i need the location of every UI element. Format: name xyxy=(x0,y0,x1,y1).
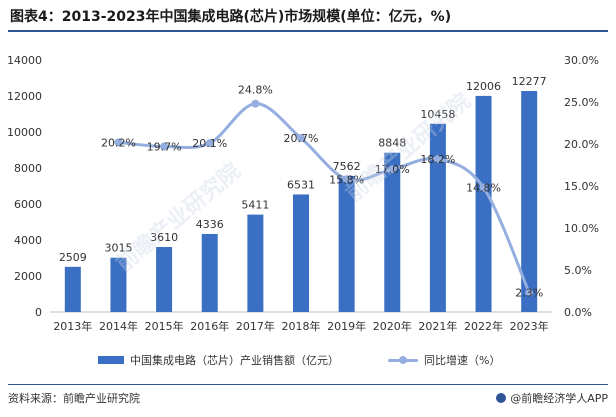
brand-credit: @前瞻经济学人APP xyxy=(496,390,608,406)
y-left-tick-label: 0 xyxy=(35,306,42,319)
growth-point xyxy=(251,99,260,108)
x-tick-label: 2015年 xyxy=(145,319,184,333)
bar xyxy=(338,175,355,312)
x-tick-label: 2020年 xyxy=(373,319,412,333)
y-right-tick-label: 10.0% xyxy=(564,222,599,235)
y-left-tick-label: 2000 xyxy=(14,270,42,283)
y-right-tick-label: 15.0% xyxy=(564,180,599,193)
bar-value-label: 7562 xyxy=(333,160,361,173)
growth-point xyxy=(160,142,169,151)
y-right-tick-label: 5.0% xyxy=(564,264,592,277)
growth-value-label: 20.7% xyxy=(284,132,319,145)
y-right-tick-label: 0.0% xyxy=(564,306,592,319)
x-tick-label: 2019年 xyxy=(327,319,366,333)
growth-point xyxy=(479,183,488,192)
brand-logo-icon xyxy=(496,393,507,403)
legend-label-sales: 中国集成电路（芯片）产业销售额（亿元） xyxy=(130,354,339,367)
bar-value-label: 12006 xyxy=(466,80,501,93)
bar xyxy=(521,91,538,312)
growth-value-label: 20.1% xyxy=(192,137,227,150)
growth-value-label: 24.8% xyxy=(238,84,273,97)
x-tick-label: 2018年 xyxy=(282,319,321,333)
bar-value-label: 4336 xyxy=(196,218,224,231)
bar-value-label: 8848 xyxy=(378,137,406,150)
title-rule xyxy=(8,30,608,32)
growth-value-label: 20.2% xyxy=(101,136,136,149)
source-note: 资料来源：前瞻产业研究院 xyxy=(8,392,140,405)
x-tick-label: 2014年 xyxy=(99,319,138,333)
bar xyxy=(156,247,173,312)
footer-rule xyxy=(8,384,608,385)
x-tick-label: 2021年 xyxy=(418,319,457,333)
y-left-tick-label: 8000 xyxy=(14,162,42,175)
y-left-tick-label: 4000 xyxy=(14,234,42,247)
y-left-tick-label: 14000 xyxy=(7,54,42,67)
x-tick-label: 2023年 xyxy=(510,319,549,333)
growth-point xyxy=(205,139,214,148)
bar-value-label: 5411 xyxy=(241,199,269,212)
bar xyxy=(384,152,401,312)
y-right-tick-label: 25.0% xyxy=(564,96,599,109)
growth-line xyxy=(116,102,531,295)
bar xyxy=(293,194,309,312)
y-right-tick-label: 20.0% xyxy=(564,138,599,151)
y-left-tick-label: 12000 xyxy=(7,90,42,103)
growth-point xyxy=(433,155,442,164)
growth-point xyxy=(114,138,123,147)
bars-layer xyxy=(64,91,538,312)
bar-value-label: 12277 xyxy=(512,75,547,88)
legend-line-swatch xyxy=(388,355,418,365)
brand-label: @前瞻经济学人APP xyxy=(510,392,608,405)
labels-layer: 2509 3015 3610 4336 5411 6531 7562 8848 10458 120… xyxy=(59,75,547,300)
bar-value-label: 10458 xyxy=(420,108,455,121)
growth-value-label: 18.2% xyxy=(420,153,455,166)
bar-value-label: 3610 xyxy=(150,231,178,244)
growth-point xyxy=(297,134,305,143)
chart: 0 2000 4000 6000 8000 10000 12000 14000 0.0% 5.0%… xyxy=(7,54,599,333)
legend-bar-swatch xyxy=(98,356,124,364)
growth-value-label: 19.7% xyxy=(147,141,182,154)
growth-value-label: 15.8% xyxy=(329,173,364,186)
chart-title: 图表4：2013-2023年中国集成电路(芯片)市场规模(单位：亿元，%) xyxy=(10,9,452,25)
growth-value-label: 2.3% xyxy=(515,287,543,300)
bar-value-label: 2509 xyxy=(59,251,87,264)
growth-point xyxy=(525,288,534,297)
bar xyxy=(201,233,218,312)
footer: 资料来源：前瞻产业研究院 @前瞻经济学人APP xyxy=(8,384,608,406)
growth-value-label: 14.8% xyxy=(466,182,501,195)
bar xyxy=(110,257,127,312)
legend-item-growth: 同比增速（%） xyxy=(388,352,500,368)
x-tick-label: 2022年 xyxy=(464,319,503,333)
legend-item-sales: 中国集成电路（芯片）产业销售额（亿元） xyxy=(98,352,339,368)
y-left-tick-label: 6000 xyxy=(14,198,42,211)
legend-label-growth: 同比增速（%） xyxy=(424,354,501,367)
bar xyxy=(247,214,264,312)
x-tick-label: 2013年 xyxy=(53,319,92,333)
x-tick-label: 2016年 xyxy=(190,319,229,333)
legend: 中国集成电路（芯片）产业销售额（亿元） 同比增速（%） xyxy=(0,352,616,368)
growth-point xyxy=(388,165,397,174)
y-left-tick-label: 10000 xyxy=(7,126,42,139)
growth-point xyxy=(342,175,351,184)
bar xyxy=(475,95,492,312)
growth-value-label: 17.0% xyxy=(375,163,410,176)
bar-value-label: 3015 xyxy=(104,242,132,255)
bar xyxy=(429,123,446,312)
bar-value-label: 6531 xyxy=(287,178,315,191)
y-right-tick-label: 30.0% xyxy=(564,54,599,67)
bar xyxy=(64,266,81,312)
axes-layer: 0 2000 4000 6000 8000 10000 12000 14000 0.0% 5.0%… xyxy=(7,54,599,333)
line-layer xyxy=(114,99,534,297)
x-tick-label: 2017年 xyxy=(236,319,275,333)
